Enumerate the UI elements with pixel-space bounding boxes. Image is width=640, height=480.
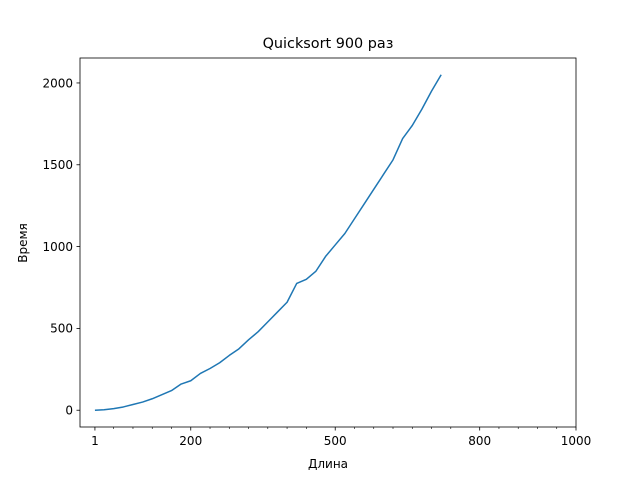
chart-title: Quicksort 900 раз — [263, 36, 394, 52]
y-tick-label: 1500 — [42, 158, 73, 172]
x-tick-label: 500 — [324, 434, 347, 448]
x-tick-label: 1 — [91, 434, 99, 448]
x-tick-label: 800 — [468, 434, 491, 448]
series-line — [94, 74, 442, 411]
y-tick-label: 0 — [65, 404, 73, 418]
y-tick-label: 1000 — [42, 240, 73, 254]
y-tick-label: 500 — [50, 322, 73, 336]
x-axis-label: Длина — [308, 457, 348, 471]
x-tick-label: 1000 — [561, 434, 592, 448]
y-axis-label: Время — [16, 223, 30, 263]
plot-area: 1 200 500 800 1000 0 500 1000 1500 2000 — [42, 74, 592, 448]
plot-frame — [79, 57, 577, 428]
y-tick-label: 2000 — [42, 76, 73, 90]
x-tick-label: 200 — [179, 434, 202, 448]
